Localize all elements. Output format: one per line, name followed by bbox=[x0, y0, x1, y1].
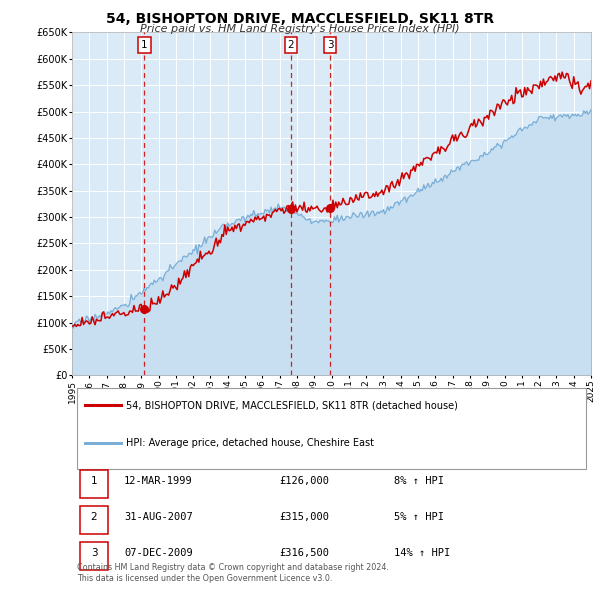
Text: 3: 3 bbox=[91, 548, 97, 558]
Text: 3: 3 bbox=[327, 40, 334, 50]
Text: 1: 1 bbox=[141, 40, 148, 50]
Text: 5% ↑ HPI: 5% ↑ HPI bbox=[394, 512, 444, 522]
Text: Contains HM Land Registry data © Crown copyright and database right 2024.
This d: Contains HM Land Registry data © Crown c… bbox=[77, 563, 389, 583]
FancyBboxPatch shape bbox=[77, 388, 586, 468]
Text: £126,000: £126,000 bbox=[280, 476, 329, 486]
FancyBboxPatch shape bbox=[80, 506, 109, 534]
Text: 12-MAR-1999: 12-MAR-1999 bbox=[124, 476, 193, 486]
FancyBboxPatch shape bbox=[80, 542, 109, 570]
Text: 54, BISHOPTON DRIVE, MACCLESFIELD, SK11 8TR: 54, BISHOPTON DRIVE, MACCLESFIELD, SK11 … bbox=[106, 12, 494, 26]
Text: 2: 2 bbox=[288, 40, 295, 50]
Text: 07-DEC-2009: 07-DEC-2009 bbox=[124, 548, 193, 558]
Text: 54, BISHOPTON DRIVE, MACCLESFIELD, SK11 8TR (detached house): 54, BISHOPTON DRIVE, MACCLESFIELD, SK11 … bbox=[127, 400, 458, 410]
Text: £316,500: £316,500 bbox=[280, 548, 329, 558]
Text: Price paid vs. HM Land Registry's House Price Index (HPI): Price paid vs. HM Land Registry's House … bbox=[140, 24, 460, 34]
Text: 31-AUG-2007: 31-AUG-2007 bbox=[124, 512, 193, 522]
Text: 2: 2 bbox=[91, 512, 97, 522]
Text: 8% ↑ HPI: 8% ↑ HPI bbox=[394, 476, 444, 486]
Text: HPI: Average price, detached house, Cheshire East: HPI: Average price, detached house, Ches… bbox=[127, 438, 374, 448]
Text: 1: 1 bbox=[91, 476, 97, 486]
Text: 14% ↑ HPI: 14% ↑ HPI bbox=[394, 548, 450, 558]
Text: £315,000: £315,000 bbox=[280, 512, 329, 522]
FancyBboxPatch shape bbox=[80, 470, 109, 498]
